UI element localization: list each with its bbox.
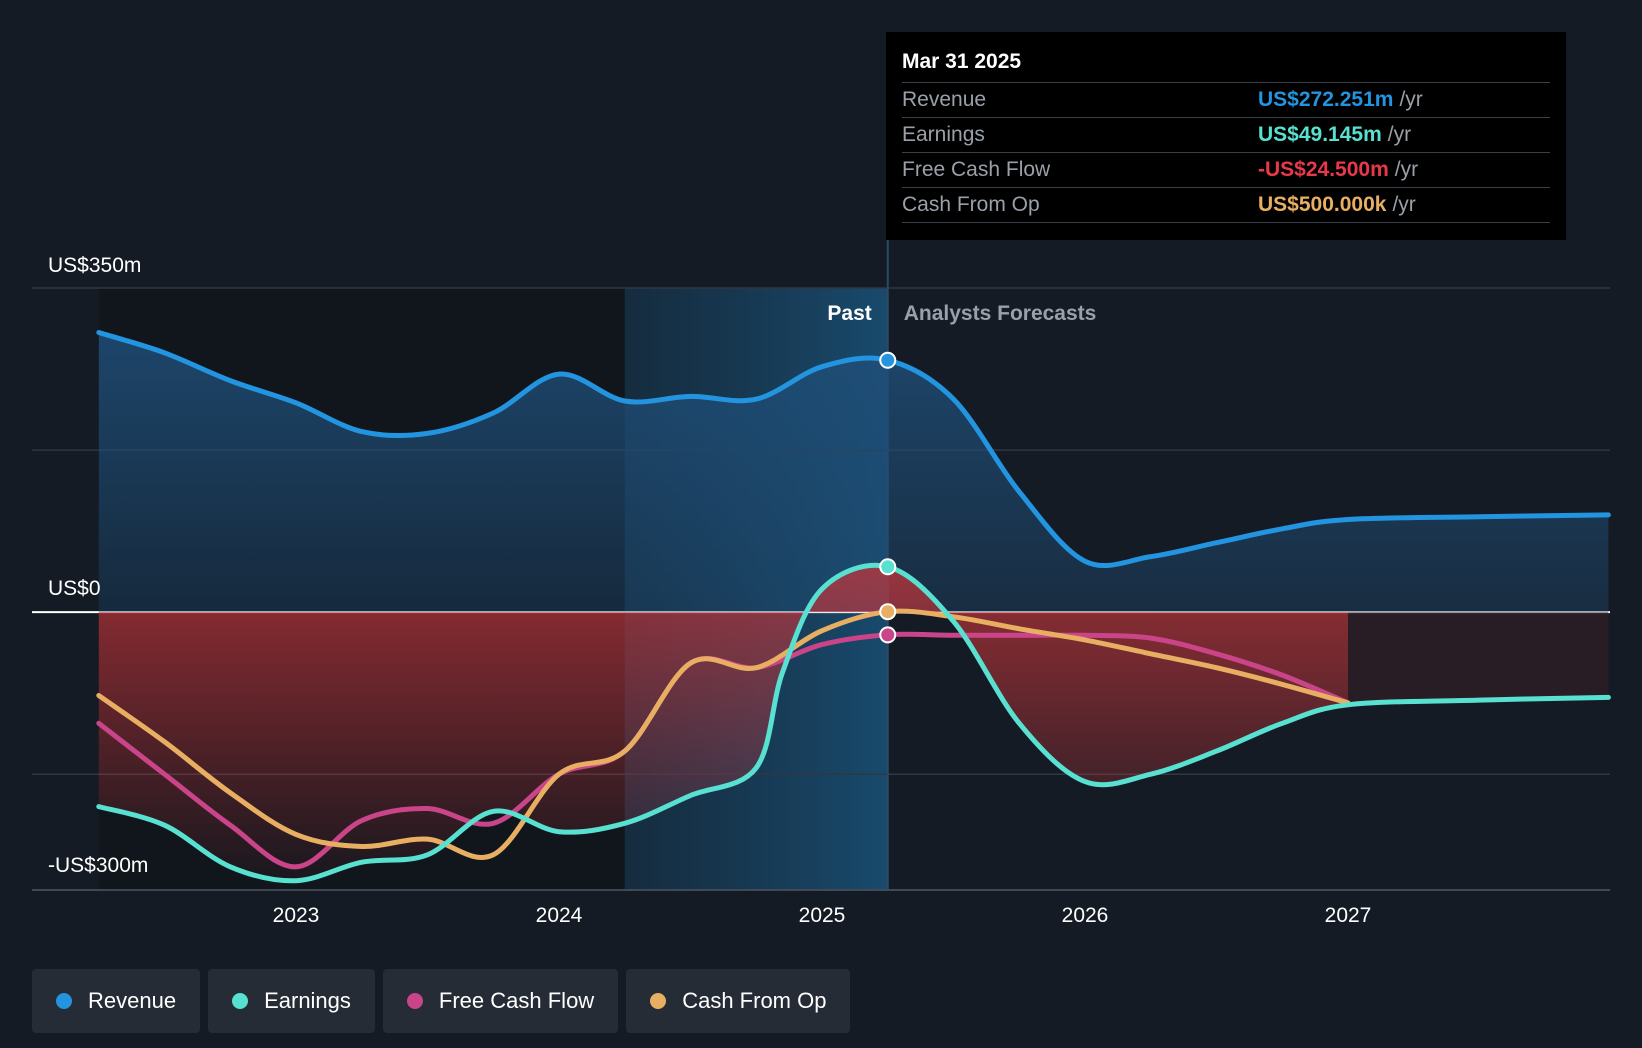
tooltip-date: Mar 31 2025	[902, 50, 1022, 73]
revenue-dot-icon	[56, 993, 72, 1009]
tooltip-unit: /yr	[1399, 88, 1423, 111]
y-axis-label-top: US$350m	[48, 254, 141, 277]
marker-free-cash-flow	[879, 626, 897, 644]
tooltip-label: Free Cash Flow	[902, 158, 1051, 181]
legend-item-revenue[interactable]: Revenue	[32, 969, 201, 1033]
earnings-dot-icon	[232, 993, 249, 1009]
legend-label: Free Cash Flow	[438, 988, 595, 1013]
x-tick-label: 2023	[273, 904, 320, 927]
legend-item-earnings[interactable]: Earnings	[208, 969, 375, 1033]
marker-revenue	[879, 351, 897, 369]
x-tick-label: 2024	[536, 904, 583, 927]
tooltip-row-revenue: Revenue US$272.251m /yr	[902, 82, 1550, 117]
negative-area	[98, 565, 1348, 881]
tooltip-unit: /yr	[1394, 158, 1419, 181]
tooltip: Mar 31 2025 Revenue US$272.251m /yr Earn…	[886, 32, 1566, 240]
revenue-area	[98, 332, 1609, 613]
legend-label: Cash From Op	[682, 988, 827, 1013]
tooltip-row-earnings: Earnings US$49.145m /yr	[902, 117, 1550, 152]
series-line-earnings	[96, 562, 1611, 884]
free-cash-flow-dot-icon	[406, 993, 423, 1009]
tooltip-value: US$272.251m	[1258, 88, 1394, 111]
tooltip-label: Revenue	[902, 88, 987, 111]
legend-item-cash-from-op[interactable]: Cash From Op	[626, 969, 851, 1033]
series-line-cash-from-op	[96, 608, 1351, 860]
tooltip-value: US$49.145m	[1258, 123, 1382, 146]
past-label: Past	[827, 302, 871, 325]
y-axis-label-bottom: -US$300m	[48, 854, 148, 877]
marker-earnings	[879, 558, 897, 576]
marker-cash-from-op	[879, 603, 897, 621]
legend-label: Revenue	[88, 988, 177, 1013]
negative-forecast-area	[1348, 612, 1609, 705]
tooltip-row-cash-from-op: Cash From Op US$500.000k /yr	[902, 187, 1550, 223]
x-tick-label: 2025	[799, 904, 846, 927]
tooltip-row-free-cash-flow: Free Cash Flow -US$24.500m /yr	[902, 152, 1550, 187]
series-line-revenue	[96, 330, 1611, 568]
legend: Revenue Earnings Free Cash Flow Cash Fro…	[32, 969, 851, 1033]
x-tick-label: 2026	[1062, 904, 1109, 927]
tooltip-unit: /yr	[1387, 123, 1412, 146]
legend-item-free-cash-flow[interactable]: Free Cash Flow	[382, 969, 619, 1033]
y-axis-label-zero: US$0	[48, 577, 101, 600]
forecast-label: Analysts Forecasts	[904, 302, 1097, 325]
tooltip-unit: /yr	[1392, 193, 1416, 216]
tooltip-label: Earnings	[902, 123, 985, 146]
legend-label: Earnings	[264, 988, 351, 1013]
tooltip-value: -US$24.500m	[1258, 158, 1389, 181]
cash-from-op-dot-icon	[650, 993, 667, 1009]
x-tick-label: 2027	[1325, 904, 1372, 927]
tooltip-label: Cash From Op	[902, 193, 1040, 216]
tooltip-value: US$500.000k	[1258, 193, 1387, 216]
